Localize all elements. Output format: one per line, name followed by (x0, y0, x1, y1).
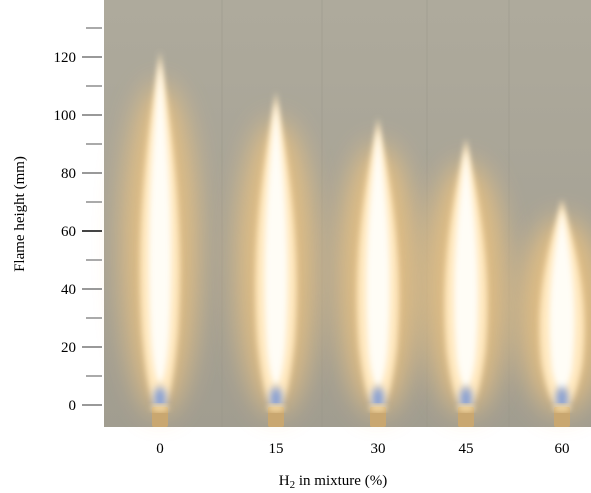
burner-tip-glow (267, 404, 285, 412)
x-tick-label: 30 (371, 441, 386, 457)
flame-core (366, 127, 390, 386)
panel-seams (221, 0, 510, 427)
flame-core (549, 209, 575, 390)
flame (122, 51, 198, 427)
flame (236, 91, 316, 427)
burner-nozzle (554, 407, 570, 427)
burner-tip-glow (151, 404, 169, 412)
y-tick-label: 120 (54, 50, 77, 66)
burner-nozzle (268, 407, 284, 427)
x-tick-label: 0 (156, 441, 164, 457)
burner-nozzle (152, 407, 168, 427)
burner-nozzle (458, 407, 474, 427)
x-tick-label: 45 (459, 441, 474, 457)
burner-tip-glow (457, 404, 475, 412)
x-axis-title-rest: in mixture (%) (295, 473, 387, 489)
burner-nozzle (370, 407, 386, 427)
x-axis-title-main: H (279, 473, 290, 489)
burner-tip-glow (369, 404, 387, 412)
y-tick-label: 40 (61, 282, 76, 298)
flame (337, 117, 419, 427)
flame (425, 138, 507, 427)
x-axis-title-subscript: 2 (290, 479, 296, 491)
x-axis: 0 15 30 45 60 (156, 441, 569, 457)
y-tick-label: 100 (54, 108, 77, 124)
y-axis: 0 20 40 60 80 100 120 (54, 27, 102, 414)
flames-layer (122, 51, 591, 427)
flame-core (148, 61, 172, 383)
x-axis-title: H2 in mixture (%) (279, 473, 387, 491)
y-tick-label: 0 (69, 398, 77, 414)
flame-core (264, 101, 288, 385)
x-tick-label: 60 (555, 441, 570, 457)
flame (519, 199, 591, 427)
flame-core (453, 148, 479, 387)
burner-tip-glow (553, 404, 571, 412)
y-tick-label: 60 (61, 224, 76, 240)
y-tick-label: 20 (61, 340, 76, 356)
x-tick-label: 15 (269, 441, 284, 457)
y-axis-title: Flame height (mm) (12, 156, 28, 272)
y-tick-label: 80 (61, 166, 76, 182)
